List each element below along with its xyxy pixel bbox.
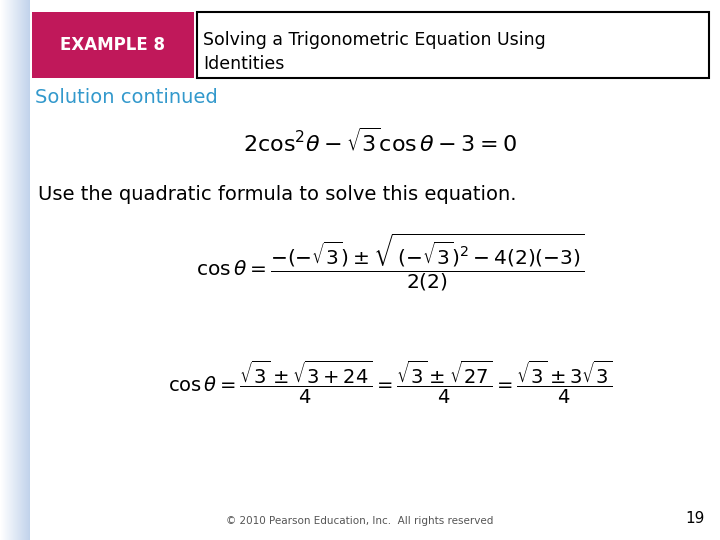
Bar (16, 0, 17, 540)
Bar (15, 0, 16, 540)
Bar (4, 0, 5, 540)
Bar (26, 0, 27, 540)
Text: 19: 19 (685, 511, 705, 526)
Bar (22, 0, 23, 540)
Text: EXAMPLE 8: EXAMPLE 8 (60, 36, 166, 54)
Text: Solving a Trigonometric Equation Using: Solving a Trigonometric Equation Using (203, 31, 546, 49)
Text: $2\cos^{2}\!\theta - \sqrt{3}\cos\theta - 3 = 0$: $2\cos^{2}\!\theta - \sqrt{3}\cos\theta … (243, 128, 517, 156)
Text: © 2010 Pearson Education, Inc.  All rights reserved: © 2010 Pearson Education, Inc. All right… (226, 516, 494, 526)
Bar (3, 0, 4, 540)
Bar (21, 0, 22, 540)
Bar (5, 0, 6, 540)
Text: $\cos\theta = \dfrac{\sqrt{3}\pm\sqrt{3+24}}{4} = \dfrac{\sqrt{3}\pm\sqrt{27}}{4: $\cos\theta = \dfrac{\sqrt{3}\pm\sqrt{3+… (168, 359, 612, 406)
Bar (17, 0, 18, 540)
Text: Solution continued: Solution continued (35, 88, 217, 107)
Bar (20, 0, 21, 540)
Bar (27, 0, 28, 540)
Bar (23, 0, 24, 540)
Bar (25, 0, 26, 540)
Bar (2, 0, 3, 540)
Bar (12, 0, 13, 540)
Text: $\cos\theta = \dfrac{-(-\sqrt{3})\pm\sqrt{\,(-\sqrt{3})^{2}-4(2)(-3)}}{2(2)}$: $\cos\theta = \dfrac{-(-\sqrt{3})\pm\sqr… (196, 231, 585, 293)
Bar (197, 12, 709, 78)
Bar (1, 0, 2, 540)
Bar (6, 0, 7, 540)
Text: Use the quadratic formula to solve this equation.: Use the quadratic formula to solve this … (38, 185, 516, 204)
Bar (19, 0, 20, 540)
Bar (9, 0, 10, 540)
Bar (14, 0, 15, 540)
Bar (29, 0, 30, 540)
Bar (0, 0, 1, 540)
Text: Identities: Identities (203, 55, 284, 73)
Bar (24, 0, 25, 540)
Bar (7, 0, 8, 540)
Bar (18, 0, 19, 540)
Bar (13, 0, 14, 540)
Bar (11, 0, 12, 540)
Bar (8, 0, 9, 540)
Bar (28, 0, 29, 540)
Bar (10, 0, 11, 540)
Bar (32, 12, 194, 78)
